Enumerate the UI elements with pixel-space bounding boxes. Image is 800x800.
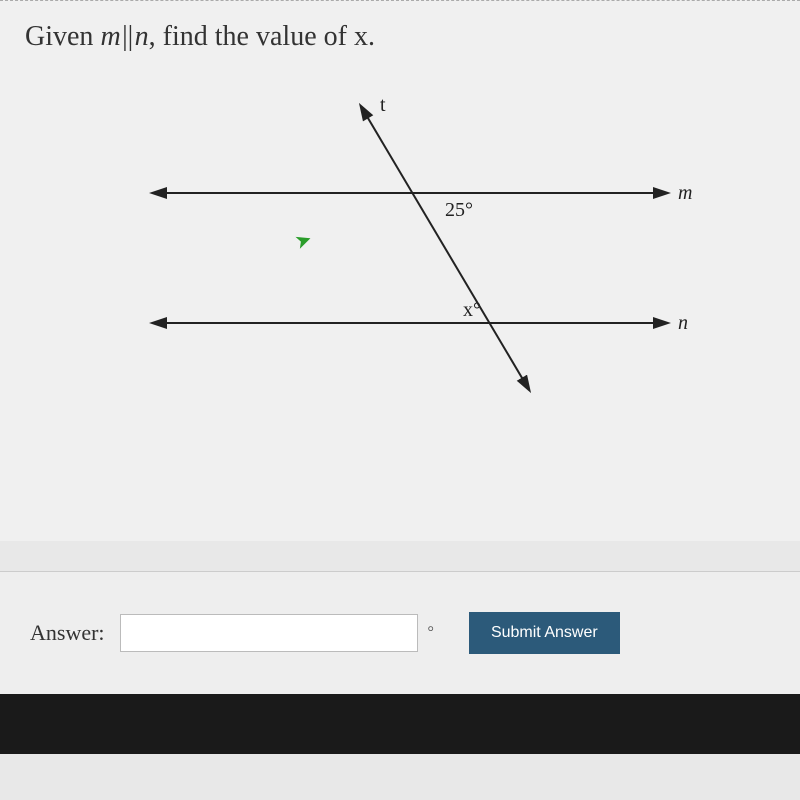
- bottom-bar: [0, 694, 800, 754]
- question-prefix: Given: [25, 21, 100, 52]
- variable-n: n: [135, 21, 149, 52]
- parallel-symbol: ||: [121, 21, 135, 53]
- degree-unit: °: [428, 624, 434, 642]
- answer-label: Answer:: [30, 620, 105, 646]
- question-area: Given m||n, find the value of x. ➤ m n t: [0, 0, 800, 541]
- angle-top-label: 25°: [445, 199, 473, 221]
- answer-input[interactable]: [120, 614, 418, 652]
- geometry-diagram: ➤ m n t 25° x°: [100, 83, 700, 433]
- question-suffix: , find the value of x.: [149, 21, 375, 52]
- label-n: n: [678, 312, 688, 334]
- variable-m: m: [100, 21, 120, 52]
- line-t: [362, 108, 528, 388]
- label-m: m: [678, 182, 692, 204]
- question-prompt: Given m||n, find the value of x.: [25, 21, 775, 53]
- answer-section: Answer: ° Submit Answer: [0, 571, 800, 694]
- diagram-svg: m n t 25° x°: [100, 83, 700, 433]
- label-t: t: [380, 94, 386, 116]
- angle-bottom-label: x°: [463, 299, 481, 321]
- submit-button[interactable]: Submit Answer: [469, 612, 620, 654]
